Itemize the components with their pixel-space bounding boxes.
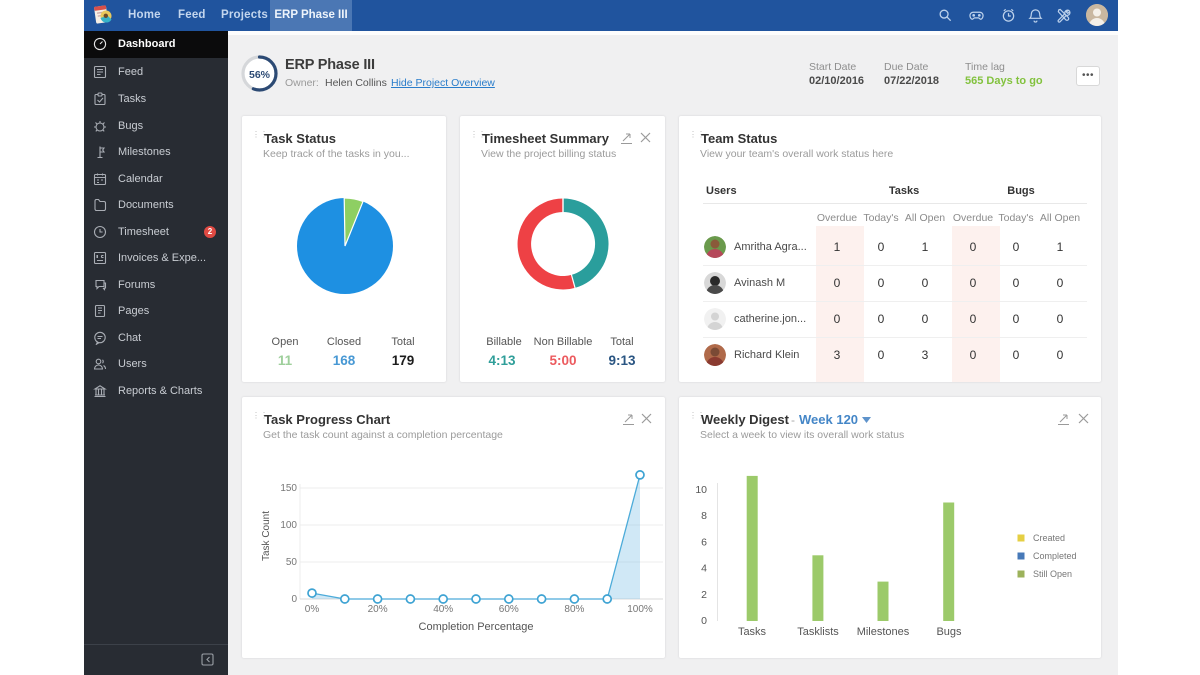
- svg-text:0: 0: [291, 594, 297, 605]
- svg-text:Tasklists: Tasklists: [797, 626, 839, 638]
- svg-text:10: 10: [695, 484, 707, 496]
- svg-text:Bugs: Bugs: [936, 626, 962, 638]
- svg-text:Tasks: Tasks: [738, 626, 767, 638]
- svg-text:20%: 20%: [368, 604, 388, 615]
- svg-text:Task Count: Task Count: [261, 511, 272, 561]
- svg-text:150: 150: [280, 483, 297, 494]
- svg-text:100%: 100%: [627, 604, 653, 615]
- svg-text:40%: 40%: [433, 604, 453, 615]
- svg-text:Still Open: Still Open: [1033, 569, 1072, 579]
- svg-text:100: 100: [280, 520, 297, 531]
- svg-text:0: 0: [701, 615, 707, 627]
- svg-text:Completed: Completed: [1033, 551, 1077, 561]
- svg-text:80%: 80%: [564, 604, 584, 615]
- svg-text:Completion Percentage: Completion Percentage: [419, 621, 534, 633]
- svg-text:60%: 60%: [499, 604, 519, 615]
- svg-text:50: 50: [286, 557, 298, 568]
- svg-text:Milestones: Milestones: [857, 626, 910, 638]
- svg-text:0%: 0%: [305, 604, 320, 615]
- svg-text:56%: 56%: [249, 69, 271, 81]
- svg-text:4: 4: [701, 563, 707, 575]
- svg-text:Created: Created: [1033, 533, 1065, 543]
- svg-text:2: 2: [701, 589, 707, 601]
- svg-text:8: 8: [701, 510, 707, 522]
- svg-text:6: 6: [701, 536, 707, 548]
